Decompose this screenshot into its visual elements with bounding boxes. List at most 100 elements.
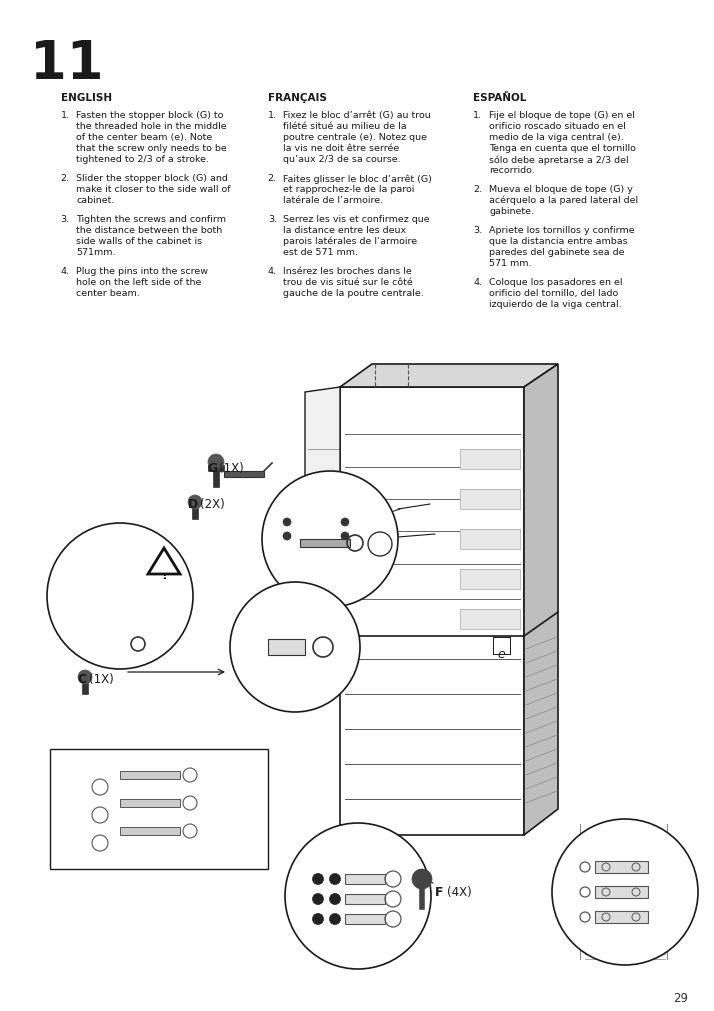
- Text: et rapprochez-le de la paroi: et rapprochez-le de la paroi: [283, 185, 415, 194]
- Text: latérale de l’armoire.: latérale de l’armoire.: [283, 196, 383, 204]
- Text: 11: 11: [30, 38, 104, 90]
- Text: Serrez les vis et confirmez que: Serrez les vis et confirmez que: [283, 214, 430, 223]
- Ellipse shape: [47, 524, 193, 669]
- Ellipse shape: [283, 533, 291, 541]
- Text: 2.: 2.: [268, 174, 277, 183]
- Text: acérquelo a la pared lateral del: acérquelo a la pared lateral del: [489, 196, 638, 205]
- Polygon shape: [595, 886, 648, 898]
- Text: la distance entre les deux: la distance entre les deux: [283, 225, 406, 235]
- Polygon shape: [50, 749, 268, 869]
- Text: Mueva el bloque de tope (G) y: Mueva el bloque de tope (G) y: [489, 185, 633, 194]
- Text: 1.: 1.: [61, 111, 70, 120]
- Text: 3.: 3.: [268, 214, 277, 223]
- Text: poutre centrale (e). Notez que: poutre centrale (e). Notez que: [283, 133, 428, 142]
- Polygon shape: [208, 465, 224, 471]
- Text: !: !: [161, 568, 167, 581]
- Text: (4X): (4X): [447, 885, 472, 898]
- Text: 2.: 2.: [473, 185, 483, 194]
- Text: (1X): (1X): [89, 672, 114, 685]
- Ellipse shape: [230, 582, 360, 713]
- Text: the distance between the both: the distance between the both: [76, 225, 223, 235]
- Polygon shape: [300, 540, 350, 548]
- Text: Plug the pins into the screw: Plug the pins into the screw: [76, 267, 208, 275]
- Text: 1.: 1.: [473, 111, 483, 120]
- Polygon shape: [340, 387, 524, 835]
- Text: Slider the stopper block (G) and: Slider the stopper block (G) and: [76, 174, 228, 183]
- Text: e: e: [497, 647, 505, 660]
- Text: orificio roscado situado en el: orificio roscado situado en el: [489, 122, 626, 131]
- Polygon shape: [345, 914, 385, 924]
- Ellipse shape: [313, 894, 323, 905]
- Text: orificio del tornillo, del lado: orificio del tornillo, del lado: [489, 288, 618, 297]
- Text: (2X): (2X): [200, 497, 225, 511]
- Polygon shape: [148, 548, 180, 574]
- Polygon shape: [268, 639, 305, 655]
- Polygon shape: [120, 800, 180, 807]
- Text: ENGLISH: ENGLISH: [61, 93, 112, 103]
- Text: 3.: 3.: [61, 214, 70, 223]
- Polygon shape: [524, 365, 558, 835]
- Text: hole on the left side of the: hole on the left side of the: [76, 277, 202, 286]
- Polygon shape: [460, 569, 520, 589]
- Text: la vis ne doit être serrée: la vis ne doit être serrée: [283, 144, 400, 153]
- Ellipse shape: [188, 495, 202, 510]
- Text: C: C: [77, 672, 86, 685]
- Text: make it closer to the side wall of: make it closer to the side wall of: [76, 185, 231, 194]
- Text: G: G: [207, 462, 217, 474]
- Text: Fixez le bloc d’arrêt (G) au trou: Fixez le bloc d’arrêt (G) au trou: [283, 111, 431, 120]
- Text: Coloque los pasadores en el: Coloque los pasadores en el: [489, 277, 623, 286]
- Text: tightened to 2/3 of a stroke.: tightened to 2/3 of a stroke.: [76, 155, 209, 164]
- Ellipse shape: [329, 914, 341, 925]
- Ellipse shape: [341, 533, 349, 541]
- Text: gabinete.: gabinete.: [489, 206, 534, 215]
- Polygon shape: [224, 471, 264, 477]
- Text: the threaded hole in the middle: the threaded hole in the middle: [76, 122, 227, 131]
- Polygon shape: [82, 680, 88, 695]
- Text: Insérez les broches dans le: Insérez les broches dans le: [283, 267, 412, 275]
- Text: 4.: 4.: [268, 267, 277, 275]
- Text: 571mm.: 571mm.: [76, 248, 116, 257]
- Polygon shape: [460, 489, 520, 510]
- Polygon shape: [595, 861, 648, 874]
- Polygon shape: [120, 827, 180, 835]
- Text: sólo debe apretarse a 2/3 del: sólo debe apretarse a 2/3 del: [489, 155, 629, 165]
- Text: of the center beam (e). Note: of the center beam (e). Note: [76, 133, 213, 142]
- Text: side walls of the cabinet is: side walls of the cabinet is: [76, 237, 203, 246]
- Ellipse shape: [329, 894, 341, 905]
- Polygon shape: [460, 530, 520, 549]
- Text: medio de la viga central (e).: medio de la viga central (e).: [489, 133, 624, 142]
- Text: cabinet.: cabinet.: [76, 196, 115, 204]
- Polygon shape: [460, 610, 520, 630]
- Text: 1.: 1.: [268, 111, 277, 120]
- Text: Tighten the screws and confirm: Tighten the screws and confirm: [76, 214, 226, 223]
- Text: qu’aux 2/3 de sa course.: qu’aux 2/3 de sa course.: [283, 155, 401, 164]
- Text: recorrido.: recorrido.: [489, 166, 535, 175]
- Polygon shape: [460, 450, 520, 469]
- Ellipse shape: [341, 519, 349, 527]
- Text: 4.: 4.: [473, 277, 483, 286]
- Text: D: D: [188, 497, 198, 511]
- Text: that the screw only needs to be: that the screw only needs to be: [76, 144, 227, 153]
- Text: izquierdo de la viga central.: izquierdo de la viga central.: [489, 299, 622, 308]
- Polygon shape: [345, 875, 385, 885]
- Text: Faites glisser le bloc d’arrêt (G): Faites glisser le bloc d’arrêt (G): [283, 174, 433, 183]
- Text: gauche de la poutre centrale.: gauche de la poutre centrale.: [283, 288, 424, 297]
- Text: Apriete los tornillos y confirme: Apriete los tornillos y confirme: [489, 225, 635, 235]
- Text: Fasten the stopper block (G) to: Fasten the stopper block (G) to: [76, 111, 223, 120]
- Text: Tenga en cuenta que el tornillo: Tenga en cuenta que el tornillo: [489, 144, 636, 153]
- Ellipse shape: [283, 519, 291, 527]
- Text: 571 mm.: 571 mm.: [489, 259, 532, 267]
- Polygon shape: [305, 387, 340, 639]
- Text: paredes del gabinete sea de: paredes del gabinete sea de: [489, 248, 625, 257]
- Text: 3.: 3.: [473, 225, 483, 235]
- Ellipse shape: [208, 455, 224, 470]
- Ellipse shape: [285, 823, 431, 969]
- Text: 2.: 2.: [61, 174, 70, 183]
- Polygon shape: [345, 894, 385, 904]
- Polygon shape: [213, 469, 219, 487]
- Ellipse shape: [412, 869, 432, 889]
- Polygon shape: [192, 506, 198, 520]
- Ellipse shape: [313, 874, 323, 885]
- Text: que la distancia entre ambas: que la distancia entre ambas: [489, 237, 628, 246]
- Ellipse shape: [262, 471, 398, 608]
